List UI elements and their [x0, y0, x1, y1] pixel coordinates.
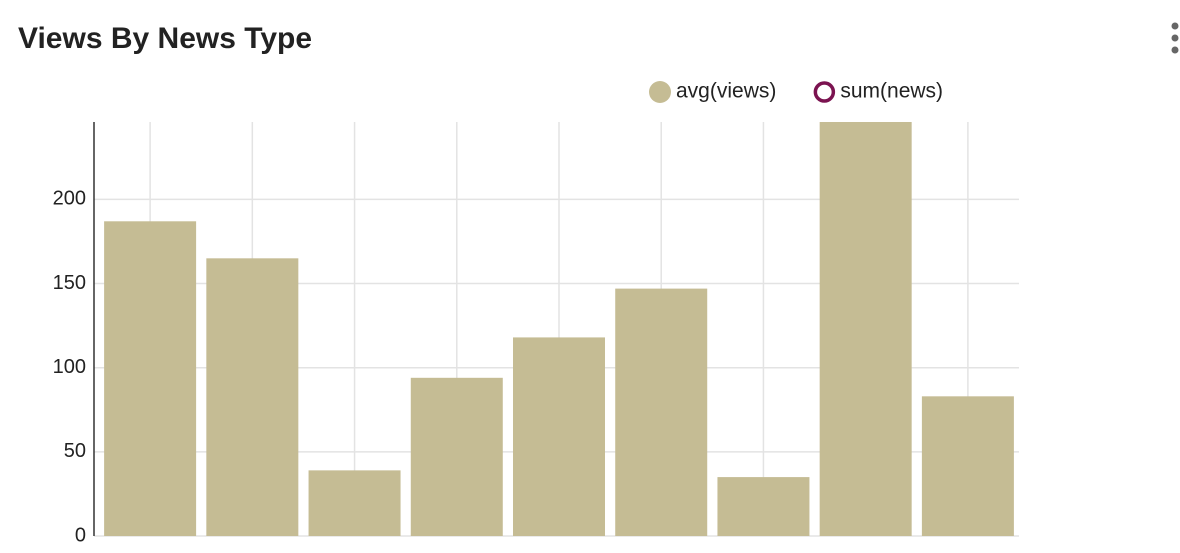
y-tick-label: 50	[64, 440, 86, 462]
bar	[717, 477, 810, 536]
menu-dot	[1171, 34, 1179, 42]
menu-dot	[1171, 22, 1179, 30]
bar	[206, 258, 299, 536]
legend-label[interactable]: sum(news)	[840, 80, 943, 103]
bars	[104, 122, 1014, 537]
y-tick-label: 200	[53, 188, 86, 210]
menu-dot	[1171, 46, 1179, 54]
bar	[819, 122, 912, 536]
menu-button[interactable]	[1171, 22, 1179, 54]
legend-marker[interactable]	[649, 81, 671, 103]
legend-marker[interactable]	[813, 81, 836, 103]
legend-label[interactable]: avg(views)	[676, 80, 776, 103]
y-tick-label: 100	[53, 356, 86, 378]
y-tick-label: 150	[53, 272, 86, 294]
bar	[615, 288, 708, 536]
bar	[921, 396, 1014, 536]
bar	[308, 470, 401, 536]
legend: avg(views) sum(news)	[649, 80, 943, 103]
bar	[410, 377, 503, 536]
y-tick-label: 0	[75, 524, 86, 546]
bar	[104, 221, 197, 537]
chart-title: Views By News Type	[18, 22, 312, 55]
bar	[513, 337, 605, 536]
